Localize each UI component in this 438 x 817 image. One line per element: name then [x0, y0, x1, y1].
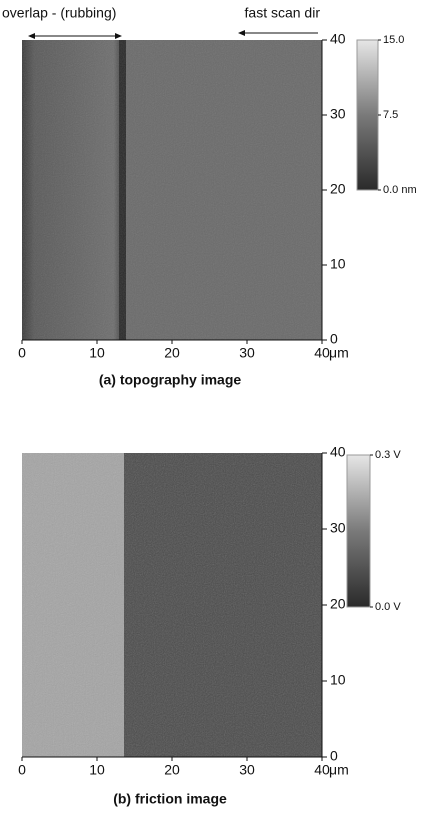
y-tick-label: 10	[330, 256, 346, 272]
x-tick-label: 40	[314, 762, 330, 778]
x-tick-label: 30	[239, 345, 255, 361]
topography-image	[22, 40, 322, 340]
y-tick-label: 0	[330, 748, 338, 764]
x-tick-label: 0	[18, 345, 26, 361]
x-tick-label: 40	[314, 345, 330, 361]
caption: (b) friction image	[113, 791, 227, 807]
x-tick-label: 10	[89, 762, 105, 778]
x-tick-label: 10	[89, 345, 105, 361]
x-axis-unit: μm	[329, 762, 349, 778]
x-tick-label: 30	[239, 762, 255, 778]
annotation: overlap - (rubbing)	[2, 5, 116, 21]
colorbar-label: 0.0 nm	[383, 184, 417, 196]
caption: (a) topography image	[99, 372, 242, 388]
y-tick-label: 0	[330, 331, 338, 347]
overlap-arrow	[28, 33, 122, 39]
colorbar	[346, 454, 371, 608]
y-tick-label: 10	[330, 672, 346, 688]
y-tick-label: 30	[330, 520, 346, 536]
scan-arrow	[238, 30, 318, 36]
annotation: fast scan dir	[245, 5, 321, 21]
y-tick-label: 20	[330, 181, 346, 197]
colorbar-label: 0.0 V	[375, 601, 401, 613]
x-tick-label: 0	[18, 762, 26, 778]
colorbar	[356, 39, 379, 191]
y-tick-label: 40	[330, 444, 346, 460]
colorbar-label: 15.0	[383, 34, 404, 46]
y-tick-label: 30	[330, 106, 346, 122]
x-axis-unit: μm	[329, 345, 349, 361]
x-tick-label: 20	[164, 345, 180, 361]
x-tick-label: 20	[164, 762, 180, 778]
colorbar-label: 0.3 V	[375, 449, 401, 461]
y-tick-label: 20	[330, 596, 346, 612]
friction-image	[22, 453, 322, 757]
y-tick-label: 40	[330, 31, 346, 47]
colorbar-label: 7.5	[383, 109, 398, 121]
